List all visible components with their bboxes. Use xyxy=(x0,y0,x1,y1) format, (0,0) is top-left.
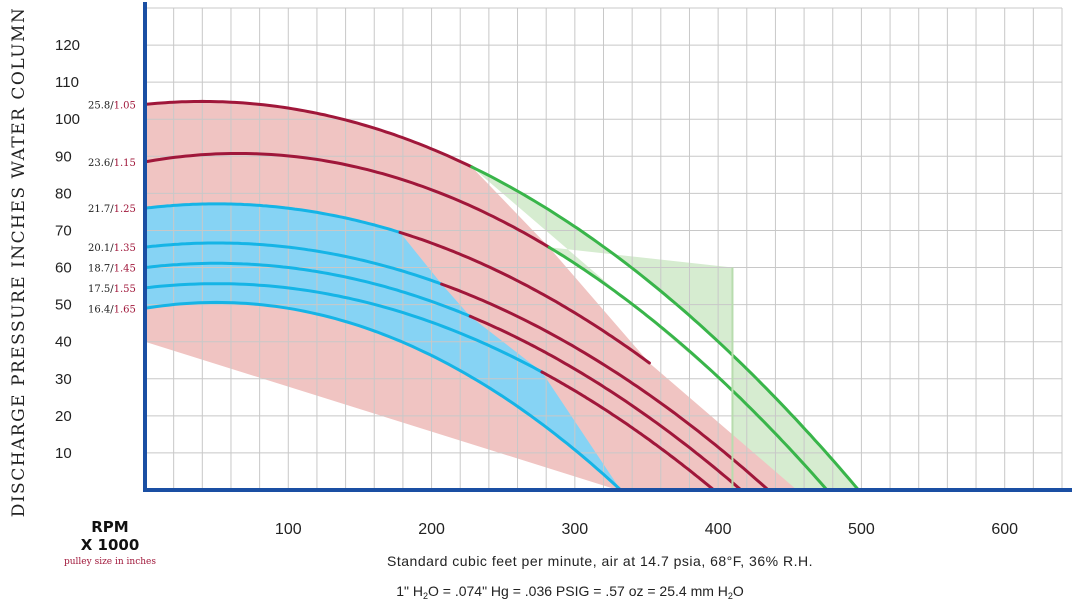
curve-25.8-green xyxy=(470,165,860,492)
y-tick-label: 50 xyxy=(55,297,72,314)
curve-17.5-blue xyxy=(143,282,544,374)
green-region xyxy=(471,166,859,490)
curve-18.7-red xyxy=(468,314,743,492)
rpm-label: 16.4/1.65 xyxy=(88,304,136,315)
rpm-label: 25.8/1.05 xyxy=(88,100,136,111)
y-tick-labels: 10 20 30 40 50 60 70 80 90 100 110 120 xyxy=(55,37,80,462)
grid xyxy=(144,7,1063,490)
curve-25.8-red xyxy=(143,99,474,169)
y-tick-label: 10 xyxy=(55,445,72,462)
y-tick-label: 120 xyxy=(55,37,80,54)
y-tick-label: 20 xyxy=(55,408,72,425)
conversion-part2: O = .074" Hg = .036 PSIG = .57 oz = 25.4… xyxy=(428,583,728,599)
x-tick-label: 500 xyxy=(848,521,875,538)
conversion-note: 1" H2O = .074" Hg = .036 PSIG = .57 oz =… xyxy=(396,583,744,601)
rpm-header: RPM xyxy=(91,518,128,536)
x-axis-label: Standard cubic feet per minute, air at 1… xyxy=(387,553,813,569)
x-tick-label: 600 xyxy=(991,521,1018,538)
pulley-size-note: pulley size in inches xyxy=(64,557,156,567)
x-tick-labels: 100 200 300 400 500 600 xyxy=(275,521,1018,538)
conversion-part1: 1" H xyxy=(396,583,423,599)
curve-23.6-red xyxy=(143,152,551,249)
conversion-sub2: 2 xyxy=(728,591,733,601)
rpm-curves xyxy=(143,99,860,492)
y-tick-label: 70 xyxy=(55,222,72,239)
y-tick-label: 60 xyxy=(55,260,72,277)
y-tick-label: 30 xyxy=(55,371,72,388)
curve-17.5-red xyxy=(540,370,716,492)
y-axis-label: DISCHARGE PRESSURE INCHES WATER COLUMN xyxy=(9,7,29,518)
x-tick-label: 200 xyxy=(418,521,445,538)
y-tick-label: 90 xyxy=(55,148,72,165)
rpm-multiplier: X 1000 xyxy=(81,536,140,554)
rpm-label: 23.6/1.15 xyxy=(88,158,136,169)
conversion-part3: O xyxy=(733,583,744,599)
curve-23.6-green xyxy=(547,245,829,492)
x-tick-label: 300 xyxy=(561,521,588,538)
y-tick-label: 80 xyxy=(55,185,72,202)
operating-region-fills xyxy=(145,101,859,491)
x-tick-label: 100 xyxy=(275,521,302,538)
rpm-label: 18.7/1.45 xyxy=(88,264,136,275)
curve-20.1-red xyxy=(440,282,770,492)
rpm-label: 20.1/1.35 xyxy=(88,243,136,254)
rpm-label: 17.5/1.55 xyxy=(88,284,136,295)
curve-20.1-blue xyxy=(143,241,444,286)
curve-16.4-blue xyxy=(143,300,623,492)
y-tick-label: 40 xyxy=(55,334,72,351)
y-tick-label: 110 xyxy=(55,74,79,91)
curve-21.7-blue xyxy=(143,202,402,234)
rpm-label: 21.7/1.25 xyxy=(88,204,136,215)
y-tick-label: 100 xyxy=(55,111,80,128)
curve-18.7-blue xyxy=(143,261,472,318)
blue-region xyxy=(145,203,621,490)
rpm-labels: 25.8/1.05 23.6/1.15 21.7/1.25 20.1/1.35 18.7… xyxy=(88,100,136,315)
x-tick-label: 400 xyxy=(705,521,732,538)
conversion-sub1: 2 xyxy=(423,591,428,601)
axes xyxy=(143,2,1072,492)
curve-21.7-red xyxy=(398,230,651,365)
